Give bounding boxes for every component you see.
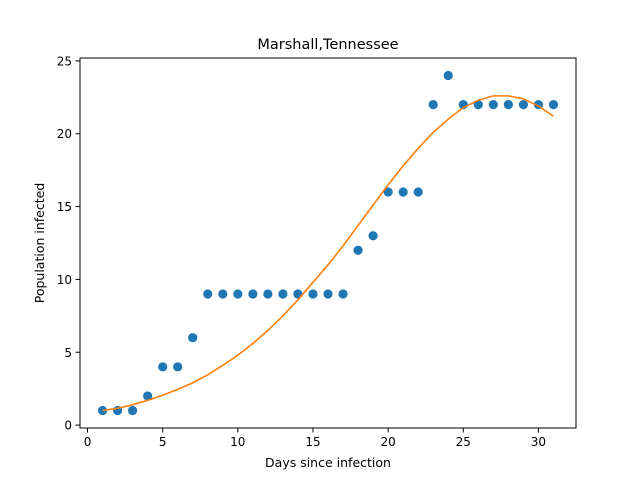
y-tick-label: 25 — [57, 54, 72, 68]
scatter-point — [518, 100, 528, 110]
y-axis-label: Population infected — [32, 183, 47, 304]
scatter-point — [368, 231, 378, 241]
x-tick-label: 25 — [456, 435, 471, 449]
scatter-point — [473, 100, 483, 110]
scatter-point — [398, 187, 408, 197]
y-tick-label: 10 — [57, 273, 72, 287]
scatter-point — [173, 362, 183, 372]
x-tick-label: 15 — [305, 435, 320, 449]
y-axis-ticks: 0 5 10 15 20 25 — [57, 54, 80, 433]
scatter-point — [218, 289, 228, 299]
y-tick-label: 15 — [57, 200, 72, 214]
x-tick-label: 30 — [531, 435, 546, 449]
x-tick-label: 5 — [159, 435, 167, 449]
x-tick-label: 10 — [230, 435, 245, 449]
scatter-point — [248, 289, 258, 299]
y-tick-label: 20 — [57, 127, 72, 141]
scatter-point — [413, 187, 423, 197]
scatter-point — [263, 289, 273, 299]
scatter-point — [443, 70, 453, 81]
scatter-point — [97, 405, 108, 416]
scatter-point — [323, 289, 333, 299]
scatter-point — [353, 245, 363, 255]
series-layer — [97, 70, 559, 416]
plot-area-frame — [79, 57, 577, 429]
scatter-point — [188, 333, 198, 343]
x-tick-label: 20 — [380, 435, 395, 449]
scatter-point — [488, 100, 498, 110]
scatter-point — [143, 391, 153, 401]
scatter-point — [308, 289, 318, 299]
scatter-point — [548, 100, 559, 110]
scatter-point — [233, 289, 243, 299]
scatter-point — [503, 100, 513, 110]
scatter-point — [158, 362, 168, 372]
x-tick-label: 0 — [84, 435, 92, 449]
fit-line — [102, 95, 554, 412]
y-tick-label: 0 — [64, 419, 72, 433]
y-tick-label: 5 — [64, 346, 72, 360]
scatter-point — [203, 289, 213, 299]
chart-title: Marshall,Tennessee — [257, 37, 398, 53]
scatter-point — [383, 187, 393, 197]
x-axis-label: Days since infection — [265, 455, 391, 470]
scatter-point — [428, 100, 438, 110]
scatter-point — [128, 405, 138, 416]
scatter-point — [278, 289, 288, 299]
scatter-point — [338, 289, 348, 299]
x-axis-ticks: 0 5 10 15 20 25 30 — [84, 428, 546, 449]
